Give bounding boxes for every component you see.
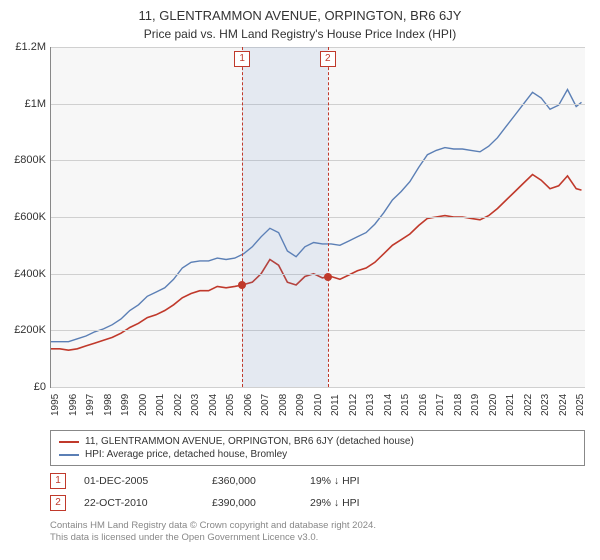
x-tick-label: 2021 (505, 394, 516, 416)
legend-label: 11, GLENTRAMMON AVENUE, ORPINGTON, BR6 6… (85, 436, 414, 447)
x-tick-label: 2020 (488, 394, 499, 416)
x-tick-label: 1997 (85, 394, 96, 416)
x-tick-label: 2009 (295, 394, 306, 416)
x-tick-label: 2016 (418, 394, 429, 416)
footer-attribution: Contains HM Land Registry data © Crown c… (50, 520, 585, 545)
y-tick-label: £0 (1, 381, 46, 393)
y-tick-label: £800K (1, 154, 46, 166)
y-tick-label: £200K (1, 324, 46, 336)
sale-vline (242, 47, 243, 387)
x-tick-label: 2018 (453, 394, 464, 416)
y-tick-label: £600K (1, 211, 46, 223)
x-tick-label: 2022 (523, 394, 534, 416)
x-tick-label: 2023 (540, 394, 551, 416)
x-tick-label: 1999 (120, 394, 131, 416)
x-tick-label: 2012 (348, 394, 359, 416)
y-tick-label: £1M (1, 98, 46, 110)
x-tick-label: 2014 (383, 394, 394, 416)
x-tick-label: 2019 (470, 394, 481, 416)
x-tick-label: 2007 (260, 394, 271, 416)
legend-item: 11, GLENTRAMMON AVENUE, ORPINGTON, BR6 6… (59, 435, 576, 448)
x-tick-label: 1996 (68, 394, 79, 416)
chart-container: 11, GLENTRAMMON AVENUE, ORPINGTON, BR6 6… (0, 0, 600, 560)
x-tick-label: 1995 (50, 394, 61, 416)
x-tick-label: 2017 (435, 394, 446, 416)
x-tick-label: 2000 (138, 394, 149, 416)
x-tick-label: 2005 (225, 394, 236, 416)
sales-table: 1 01-DEC-2005 £360,000 19% ↓ HPI 2 22-OCT-201… (50, 470, 585, 514)
sales-row-date: 22-OCT-2010 (84, 497, 194, 509)
x-tick-label: 2008 (278, 394, 289, 416)
ownership-shade (242, 47, 328, 387)
sales-row-marker: 2 (50, 495, 66, 511)
sale-marker-box: 2 (320, 51, 336, 67)
x-tick-label: 2002 (173, 394, 184, 416)
footer-line-1: Contains HM Land Registry data © Crown c… (50, 520, 585, 532)
x-axis-ticks: 1995 1996 1997 1998 1999 2000 2001 2002 2003 2004… (50, 388, 585, 424)
sales-row-date: 01-DEC-2005 (84, 475, 194, 487)
x-tick-label: 2010 (313, 394, 324, 416)
sale-vline (328, 47, 329, 387)
footer-line-2: This data is licensed under the Open Gov… (50, 532, 585, 544)
x-tick-label: 1998 (103, 394, 114, 416)
x-tick-label: 2003 (190, 394, 201, 416)
x-tick-label: 2015 (400, 394, 411, 416)
sales-row-price: £390,000 (212, 497, 292, 509)
sale-dot (238, 281, 246, 289)
legend-swatch (59, 441, 79, 443)
legend-label: HPI: Average price, detached house, Brom… (85, 449, 287, 460)
sale-marker-box: 1 (234, 51, 250, 67)
chart-title: 11, GLENTRAMMON AVENUE, ORPINGTON, BR6 6… (0, 0, 600, 23)
sales-row-diff: 29% ↓ HPI (310, 497, 410, 509)
sales-row-diff: 19% ↓ HPI (310, 475, 410, 487)
x-tick-label: 2025 (575, 394, 586, 416)
legend-item: HPI: Average price, detached house, Brom… (59, 448, 576, 461)
sales-row: 2 22-OCT-2010 £390,000 29% ↓ HPI (50, 492, 585, 514)
x-tick-label: 2013 (365, 394, 376, 416)
legend: 11, GLENTRAMMON AVENUE, ORPINGTON, BR6 6… (50, 430, 585, 466)
y-tick-label: £1.2M (1, 41, 46, 53)
x-tick-label: 2011 (330, 394, 341, 416)
sale-dot (324, 273, 332, 281)
chart-subtitle: Price paid vs. HM Land Registry's House … (0, 23, 600, 47)
sales-row-price: £360,000 (212, 475, 292, 487)
x-tick-label: 2004 (208, 394, 219, 416)
x-tick-label: 2024 (558, 394, 569, 416)
legend-swatch (59, 454, 79, 456)
x-tick-label: 2006 (243, 394, 254, 416)
plot-area: £0£200K£400K£600K£800K£1M£1.2M12 (50, 47, 585, 388)
sales-row-marker: 1 (50, 473, 66, 489)
y-tick-label: £400K (1, 268, 46, 280)
x-tick-label: 2001 (155, 394, 166, 416)
sales-row: 1 01-DEC-2005 £360,000 19% ↓ HPI (50, 470, 585, 492)
